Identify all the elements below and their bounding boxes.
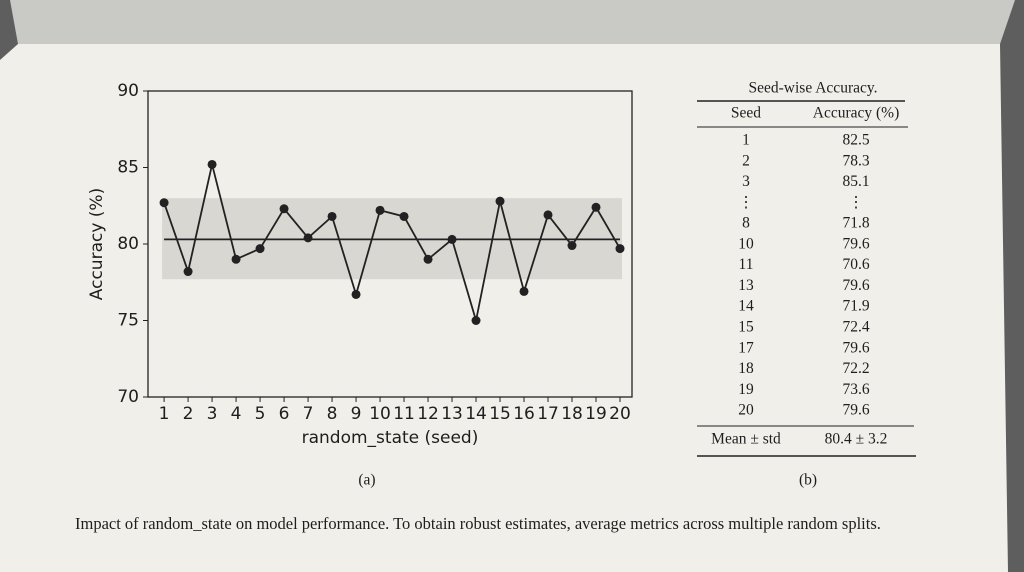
data-point: [471, 316, 481, 325]
x-tick-label: 7: [303, 404, 314, 424]
x-tick-label: 11: [393, 404, 415, 424]
data-point: [447, 234, 457, 244]
table-cell: 72.4: [842, 318, 869, 335]
table-header: Seed: [731, 105, 761, 122]
x-tick-label: 10: [369, 404, 391, 424]
data-point: [351, 289, 361, 299]
x-tick-label: 12: [417, 404, 439, 424]
x-tick-label: 15: [489, 404, 511, 424]
x-tick-label: 18: [561, 404, 583, 424]
data-point: [399, 211, 409, 221]
panel-label: (b): [799, 472, 817, 489]
table-cell: 3: [742, 173, 750, 190]
table-header: Accuracy (%): [813, 105, 899, 122]
table-cell: 72.2: [842, 360, 869, 377]
x-tick-label: 13: [441, 404, 463, 424]
table-cell: 1: [742, 132, 750, 149]
data-point: [375, 205, 385, 215]
table-cell: 70.6: [842, 256, 869, 273]
y-axis-label: Accuracy (%): [87, 188, 107, 300]
table-cell: 11: [739, 256, 754, 273]
x-tick-label: 1: [159, 404, 170, 424]
y-tick-label: 80: [117, 234, 139, 254]
table-cell: 18: [738, 360, 754, 377]
panel-label: (a): [358, 472, 375, 489]
data-point: [183, 267, 193, 277]
table-cell: 2: [742, 152, 750, 169]
table-cell: 19: [738, 381, 754, 398]
table-cell: 71.9: [842, 298, 869, 315]
y-tick-label: 90: [117, 81, 139, 101]
table-cell: 20: [738, 402, 754, 419]
x-tick-label: 16: [513, 404, 535, 424]
x-tick-label: 6: [279, 404, 290, 424]
x-tick-label: 3: [207, 404, 218, 424]
data-point: [495, 196, 505, 206]
data-point: [543, 210, 553, 220]
table-cell: 17: [738, 339, 754, 356]
y-tick-label: 70: [117, 387, 139, 407]
x-tick-label: 8: [327, 404, 338, 424]
table-cell: ⋮: [848, 194, 864, 211]
x-tick-label: 17: [537, 404, 559, 424]
table-cell: ⋮: [738, 194, 754, 211]
x-tick-label: 4: [231, 404, 242, 424]
table-cell: 8: [742, 215, 750, 232]
x-tick-label: 20: [609, 404, 631, 424]
table-cell: 85.1: [842, 173, 869, 190]
table-cell: 10: [738, 235, 754, 252]
x-tick-label: 19: [585, 404, 607, 424]
x-axis-label: random_state (seed): [302, 428, 479, 448]
data-point: [519, 286, 529, 296]
table-cell: 79.6: [842, 339, 869, 356]
table-cell: 13: [738, 277, 754, 294]
x-tick-label: 2: [183, 404, 194, 424]
table-cell: 79.6: [842, 235, 869, 252]
table-cell: 79.6: [842, 402, 869, 419]
data-point: [231, 254, 241, 264]
table-cell: 78.3: [842, 152, 869, 169]
caption: Impact of random_state on model performa…: [75, 514, 881, 533]
table-footer: 80.4 ± 3.2: [825, 431, 888, 448]
previous-page: [10, 0, 1015, 44]
data-point: [207, 159, 217, 169]
table-cell: 71.8: [842, 215, 869, 232]
table-footer: Mean ± std: [711, 431, 781, 448]
y-tick-label: 75: [117, 311, 139, 331]
data-point: [567, 241, 577, 251]
table-cell: 14: [738, 298, 754, 315]
data-point: [591, 202, 601, 212]
data-point: [423, 254, 433, 264]
data-point: [279, 204, 289, 214]
data-point: [303, 233, 313, 243]
paper: [0, 44, 1008, 572]
x-tick-label: 14: [465, 404, 487, 424]
table-title: Seed-wise Accuracy.: [749, 80, 878, 97]
y-tick-label: 85: [117, 158, 139, 178]
data-point: [615, 244, 625, 254]
table-cell: 73.6: [842, 381, 869, 398]
table-cell: 82.5: [842, 132, 869, 149]
table-cell: 15: [738, 318, 754, 335]
table-cell: 79.6: [842, 277, 869, 294]
x-tick-label: 9: [351, 404, 362, 424]
data-point: [255, 244, 265, 254]
data-point: [327, 211, 337, 221]
data-point: [159, 198, 169, 208]
x-tick-label: 5: [255, 404, 266, 424]
